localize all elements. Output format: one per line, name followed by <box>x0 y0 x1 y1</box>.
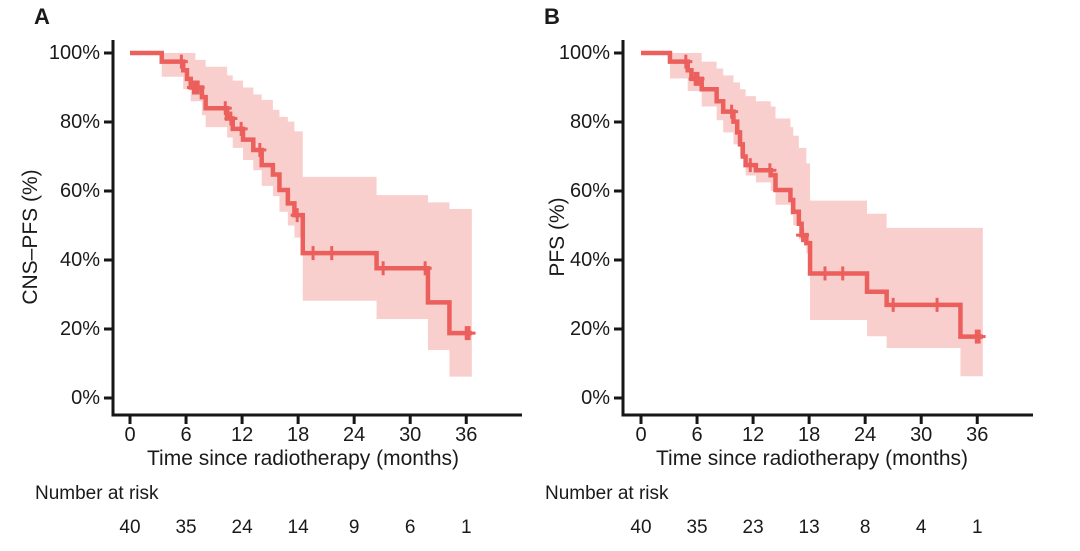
risk-count: 35 <box>175 517 197 538</box>
risk-count: 40 <box>630 517 652 538</box>
y-tick-label: 0% <box>71 387 100 409</box>
x-tick-label: 12 <box>741 424 765 446</box>
risk-count: 9 <box>348 517 360 538</box>
x-tick-label: 24 <box>854 424 877 446</box>
y-tick-label: 100% <box>558 42 610 64</box>
y-tick-label: 60% <box>59 180 100 202</box>
y-tick-label: 40% <box>59 249 100 271</box>
x-tick-label: 30 <box>399 424 422 446</box>
panel-a-letter: A <box>34 4 50 29</box>
risk-count: 35 <box>686 517 708 538</box>
risk-count: 1 <box>971 517 983 538</box>
y-tick-label: 80% <box>59 111 100 133</box>
km-plot-cns-pfs <box>104 40 522 424</box>
y-tick-label: 20% <box>59 318 100 340</box>
survival-curve <box>130 50 472 336</box>
y-tick-label: 60% <box>569 180 610 202</box>
x-tick-label: 6 <box>691 424 703 446</box>
panel-cns-pfs: A CNS–PFS (%) 100% 80% 60% 40% 20% 0% 0 6 12 18 2… <box>19 4 522 538</box>
risk-count: 24 <box>231 517 253 538</box>
x-axis-title: Time since radiotherapy (months) <box>146 447 460 470</box>
panel-pfs: B PFS (%) 100% 80% 60% 40% 20% 0% 0 6 12 18 24 30 3… <box>540 0 1080 551</box>
risk-count: 8 <box>859 517 871 538</box>
y-tick-label: 100% <box>48 42 100 64</box>
y-tick-label: 0% <box>581 387 610 409</box>
risk-count: 13 <box>798 517 820 538</box>
x-tick-label: 24 <box>343 424 366 446</box>
number-at-risk-label: Number at risk <box>545 483 669 504</box>
risk-count: 4 <box>915 517 927 538</box>
panel-b-letter: B <box>544 4 560 29</box>
confidence-band <box>669 53 983 377</box>
confidence-band <box>161 53 472 377</box>
x-tick-label: 6 <box>180 424 192 446</box>
y-tick-label: 80% <box>569 111 610 133</box>
number-at-risk-label: Number at risk <box>35 483 159 504</box>
y-tick-label: 20% <box>569 318 610 340</box>
risk-count: 1 <box>460 517 472 538</box>
risk-count: 23 <box>742 517 764 538</box>
survival-curve <box>641 50 983 339</box>
x-tick-label: 12 <box>230 424 254 446</box>
x-tick-label: 18 <box>797 424 821 446</box>
km-plot-pfs <box>614 40 1033 424</box>
risk-count: 14 <box>287 517 309 538</box>
x-tick-label: 0 <box>124 424 136 446</box>
x-tick-label: 36 <box>455 424 478 446</box>
risk-count: 40 <box>119 517 141 538</box>
risk-count: 6 <box>404 517 416 538</box>
x-axis-title: Time since radiotherapy (months) <box>655 447 969 470</box>
x-tick-label: 0 <box>635 424 647 446</box>
y-tick-label: 40% <box>569 249 610 271</box>
x-tick-label: 18 <box>286 424 310 446</box>
x-tick-label: 36 <box>966 424 989 446</box>
x-tick-label: 30 <box>910 424 933 446</box>
